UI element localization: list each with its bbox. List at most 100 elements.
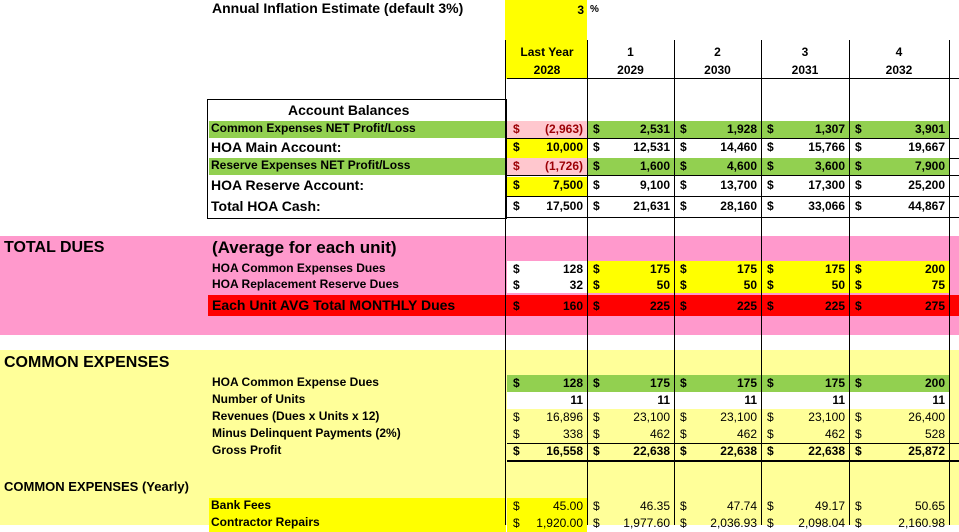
value-cell: 175 — [824, 262, 845, 276]
year-label: 2031 — [791, 63, 819, 77]
currency-symbol: $ — [767, 140, 774, 154]
cell-bg — [761, 261, 849, 277]
value-cell: 12,531 — [633, 140, 670, 154]
row-label: Common Expenses NET Profit/Loss — [211, 121, 416, 135]
value-cell[interactable]: 1,920.00 — [536, 516, 583, 530]
currency-symbol: $ — [593, 410, 600, 424]
cell-bg — [761, 121, 849, 138]
total-dues-value: 160 — [562, 299, 583, 313]
value-cell[interactable]: 10,000 — [546, 140, 583, 154]
row-label-bg — [209, 121, 506, 138]
currency-symbol: $ — [680, 376, 687, 390]
value-cell[interactable]: 17,500 — [546, 199, 583, 213]
cell-bg — [507, 498, 587, 515]
row-label: Total HOA Cash: — [211, 198, 321, 214]
value-cell: 23,100 — [720, 410, 757, 424]
value-cell[interactable]: 128 — [562, 376, 583, 390]
currency-symbol: $ — [593, 278, 600, 292]
cell-bg — [849, 392, 949, 409]
value-cell[interactable]: 45.00 — [552, 499, 583, 513]
column-line — [505, 40, 506, 525]
currency-symbol: $ — [593, 159, 600, 173]
currency-symbol: $ — [513, 159, 520, 173]
value-cell: 33,066 — [808, 199, 845, 213]
value-cell[interactable]: (1,726) — [544, 159, 583, 173]
currency-symbol: $ — [513, 299, 520, 313]
currency-symbol: $ — [767, 122, 774, 136]
value-cell: 1,600 — [639, 159, 670, 173]
currency-symbol: $ — [855, 427, 862, 441]
currency-symbol: $ — [855, 376, 862, 390]
cell-bg — [849, 121, 949, 138]
value-cell: 462 — [824, 427, 845, 441]
currency-symbol: $ — [680, 444, 687, 458]
currency-symbol: $ — [513, 499, 520, 513]
currency-symbol: $ — [767, 376, 774, 390]
value-cell[interactable]: 16,896 — [546, 410, 583, 424]
cell-bg — [507, 158, 587, 175]
value-cell: 200 — [924, 376, 945, 390]
value-cell: 50 — [743, 278, 757, 292]
currency-symbol: $ — [680, 140, 687, 154]
currency-symbol: $ — [680, 410, 687, 424]
value-cell: 23,100 — [808, 410, 845, 424]
value-cell[interactable]: 16,558 — [546, 444, 583, 458]
currency-symbol: $ — [767, 499, 774, 513]
value-cell[interactable]: 32 — [569, 278, 583, 292]
cell-bg — [761, 392, 849, 409]
row-label: HOA Common Expense Dues — [212, 375, 379, 389]
cell-bg — [674, 261, 761, 277]
year-number: Last Year — [520, 45, 574, 59]
common-expenses-title: COMMON EXPENSES — [4, 354, 170, 371]
currency-symbol: $ — [680, 178, 687, 192]
value-cell: 11 — [932, 393, 945, 407]
cell-bg — [674, 392, 761, 409]
value-cell[interactable]: 11 — [570, 393, 583, 407]
value-cell: 11 — [657, 393, 670, 407]
row-label: Bank Fees — [211, 498, 272, 512]
value-cell: 9,100 — [639, 178, 670, 192]
value-cell: 50 — [831, 278, 845, 292]
value-cell[interactable]: 7,500 — [552, 178, 583, 192]
total-dues-value: 225 — [649, 299, 670, 313]
value-cell[interactable]: 338 — [562, 427, 583, 441]
currency-symbol: $ — [855, 140, 862, 154]
value-cell: 47.74 — [726, 499, 757, 513]
value-cell: 22,638 — [633, 444, 670, 458]
cell-bg — [849, 277, 949, 293]
cell-bg — [849, 158, 949, 175]
value-cell: 175 — [736, 376, 757, 390]
year-label: 2028 — [533, 63, 561, 77]
total-dues-subtitle: (Average for each unit) — [212, 238, 397, 257]
currency-symbol: $ — [855, 262, 862, 276]
currency-symbol: $ — [767, 516, 774, 530]
currency-symbol: $ — [855, 444, 862, 458]
year-label: 2029 — [617, 63, 644, 77]
total-dues-value: 275 — [924, 299, 945, 313]
column-line — [849, 40, 850, 525]
gross-profit-top-border — [507, 443, 959, 444]
currency-symbol: $ — [593, 499, 600, 513]
value-cell[interactable]: 128 — [562, 262, 583, 276]
gross-profit-bottom-border — [507, 460, 959, 462]
inflation-label: Annual Inflation Estimate (default 3%) — [212, 0, 464, 16]
cell-bg — [674, 158, 761, 175]
value-cell: 175 — [824, 376, 845, 390]
year-label: 2030 — [704, 63, 731, 77]
currency-symbol: $ — [767, 410, 774, 424]
currency-symbol: $ — [767, 262, 774, 276]
cell-bg — [761, 158, 849, 175]
currency-symbol: $ — [593, 122, 600, 136]
column-line — [587, 40, 588, 525]
value-cell: 1,928 — [726, 122, 757, 136]
currency-symbol: $ — [593, 178, 600, 192]
year-number: 4 — [895, 45, 903, 59]
inflation-input[interactable]: 3 — [577, 3, 584, 17]
value-cell: 462 — [649, 427, 670, 441]
value-cell[interactable]: (2,963) — [544, 122, 583, 136]
currency-symbol: $ — [593, 516, 600, 530]
currency-symbol: $ — [855, 122, 862, 136]
year-header-underline — [507, 78, 959, 79]
row-border — [507, 138, 959, 139]
currency-symbol: $ — [680, 427, 687, 441]
